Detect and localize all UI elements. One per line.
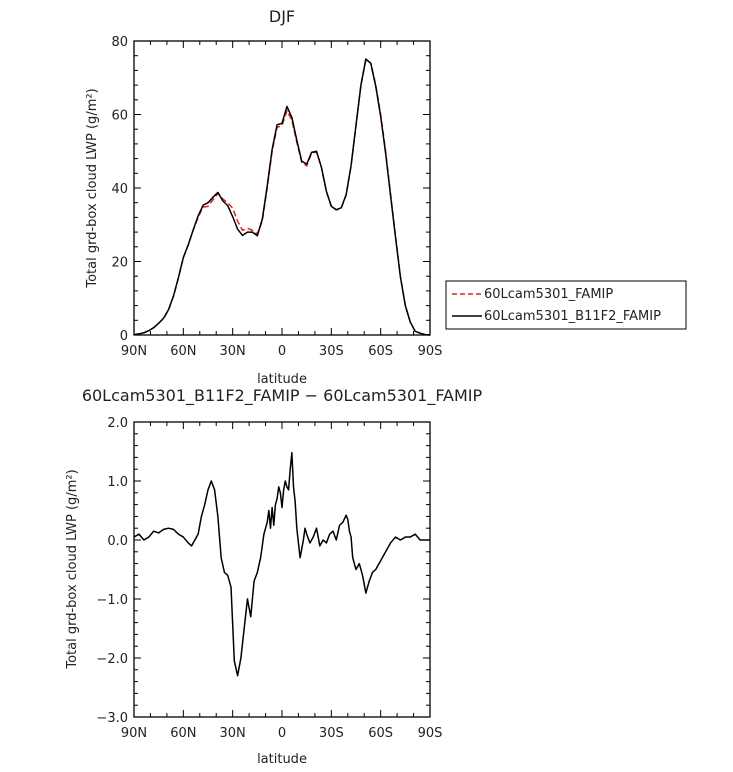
x-tick-label: 60S — [368, 726, 393, 741]
bottom-chart: 60Lcam5301_B11F2_FAMIP − 60Lcam5301_FAMI… — [65, 386, 483, 767]
series-line-0 — [133, 451, 430, 677]
top-chart-frame — [133, 40, 431, 336]
y-tick-label: −3.0 — [96, 711, 128, 726]
y-tick-label: 1.0 — [107, 475, 128, 490]
y-tick-label: 40 — [111, 182, 128, 197]
x-tick-label: 30N — [220, 344, 246, 359]
x-tick-label: 30S — [319, 344, 344, 359]
top-chart-title: DJF — [269, 7, 295, 26]
top-chart-ticks: 90N 60N 30N 0 30S 60S 90S 0 20 40 60 80 — [111, 35, 442, 359]
x-tick-label: 30N — [220, 726, 246, 741]
bottom-chart-ticks: 90N 60N 30N 0 30S 60S 90S −3.0 −2.0 −1.0 0.0 1.0 2.0 — [96, 416, 442, 741]
x-tick-label: 60N — [170, 726, 196, 741]
x-tick-label: 60S — [368, 344, 393, 359]
legend-box — [445, 280, 687, 330]
y-tick-label: 0 — [120, 329, 128, 344]
x-tick-label: 30S — [319, 726, 344, 741]
legend-label-famip: 60Lcam5301_FAMIP — [484, 287, 613, 302]
series-line-0 — [133, 58, 431, 336]
bottom-chart-title: 60Lcam5301_B11F2_FAMIP − 60Lcam5301_FAMI… — [82, 386, 483, 406]
y-tick-label: −2.0 — [96, 652, 128, 667]
x-tick-label: 60N — [170, 344, 196, 359]
top-chart: DJF latitude Total grd-box cloud LWP (g/… — [85, 7, 687, 387]
x-tick-label: 0 — [278, 344, 286, 359]
y-tick-label: −1.0 — [96, 593, 128, 608]
x-tick-label: 0 — [278, 726, 286, 741]
x-tick-label: 90N — [121, 726, 147, 741]
y-tick-label: 80 — [111, 35, 128, 50]
bottom-chart-frame — [133, 421, 431, 718]
top-chart-series — [133, 58, 431, 336]
legend: 60Lcam5301_FAMIP 60Lcam5301_B11F2_FAMIP — [445, 280, 687, 330]
y-tick-label: 60 — [111, 109, 128, 124]
series-line-1 — [133, 58, 431, 336]
bottom-chart-ylabel: Total grd-box cloud LWP (g/m²) — [65, 469, 80, 669]
bottom-chart-series — [133, 451, 430, 677]
bottom-chart-xlabel: latitude — [257, 752, 307, 767]
y-tick-label: 20 — [111, 256, 128, 271]
top-chart-xlabel: latitude — [257, 372, 307, 387]
y-tick-label: 0.0 — [107, 534, 128, 549]
top-chart-ylabel: Total grd-box cloud LWP (g/m²) — [85, 88, 100, 288]
x-tick-label: 90N — [121, 344, 147, 359]
x-tick-label: 90S — [418, 726, 443, 741]
y-tick-label: 2.0 — [107, 416, 128, 431]
legend-label-b11f2: 60Lcam5301_B11F2_FAMIP — [484, 309, 661, 324]
x-tick-label: 90S — [418, 344, 443, 359]
